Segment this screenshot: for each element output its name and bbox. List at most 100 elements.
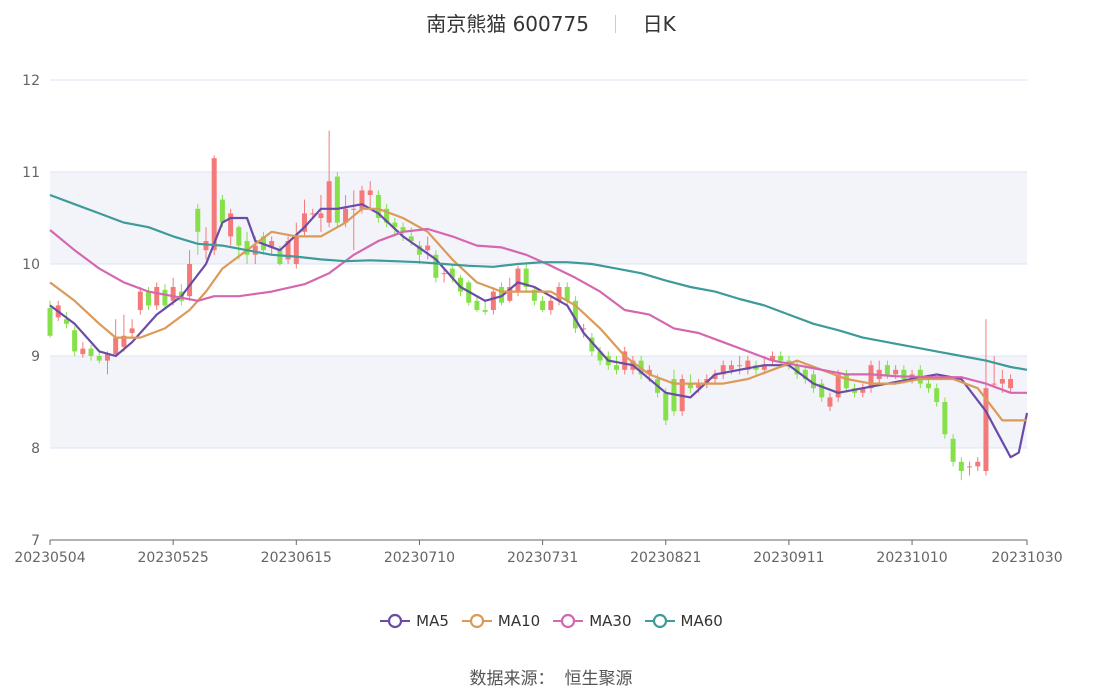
candle-body <box>219 199 225 223</box>
candle-body <box>425 245 431 251</box>
candle-body <box>80 348 86 355</box>
legend-item-ma10[interactable]: MA10 <box>461 612 540 630</box>
candle-body <box>663 392 669 421</box>
candle-body <box>433 254 439 278</box>
candle-body <box>515 268 521 292</box>
candle-body <box>408 236 414 241</box>
candle-body <box>942 402 948 435</box>
candle-body <box>392 222 398 228</box>
legend-marker-icon <box>553 613 584 629</box>
candle-body <box>146 291 152 306</box>
candle-body <box>384 208 390 223</box>
chart-title-period: 日K <box>642 12 676 36</box>
y-tick-label: 7 <box>31 533 40 549</box>
candle-body <box>285 241 291 260</box>
y-tick-label: 9 <box>31 349 40 365</box>
candle-body <box>458 277 464 292</box>
candle-body <box>572 300 578 329</box>
candle-body <box>507 287 513 301</box>
candle-body <box>104 354 110 361</box>
candle-body <box>737 365 743 367</box>
candle-body <box>868 365 874 389</box>
legend-label: MA30 <box>589 612 632 630</box>
candle-body <box>745 360 751 370</box>
x-tick-label: 20230504 <box>14 550 85 566</box>
candle-body <box>96 356 102 361</box>
candle-body <box>523 268 529 287</box>
candle-body <box>137 291 143 310</box>
legend-marker-icon <box>461 613 492 629</box>
candle-body <box>860 388 866 393</box>
candle-body <box>728 365 734 370</box>
legend-item-ma5[interactable]: MA5 <box>379 612 449 630</box>
candle-body <box>999 379 1005 384</box>
candle-body <box>72 330 78 352</box>
candle-body <box>794 365 800 375</box>
candle-body <box>843 374 849 389</box>
series-line-ma60 <box>49 193 1028 371</box>
candle-body <box>778 356 784 361</box>
candle-body <box>63 319 69 324</box>
candle-body <box>720 365 726 375</box>
candle-body <box>490 291 496 310</box>
chart-legend: MA5 MA10 MA30 MA60 <box>0 612 1102 633</box>
candle-body <box>318 213 324 218</box>
legend-item-ma30[interactable]: MA30 <box>552 612 632 630</box>
candle-body <box>154 287 160 306</box>
legend-item-ma60[interactable]: MA60 <box>644 612 723 630</box>
candle-body <box>359 190 365 209</box>
legend-marker-icon <box>380 613 411 629</box>
candle-body <box>203 241 209 251</box>
x-tick-label: 20231030 <box>991 550 1062 566</box>
candle-body <box>893 369 899 375</box>
candle-body <box>975 461 981 467</box>
candle-body <box>540 300 546 310</box>
candle-body <box>113 337 119 355</box>
candle-body <box>277 250 283 264</box>
legend-marker-icon <box>644 613 675 629</box>
candle-body <box>884 365 890 375</box>
candle-body <box>351 208 357 210</box>
candle-body <box>482 310 488 312</box>
title-separator <box>615 15 617 33</box>
candle-body <box>162 289 168 306</box>
candle-body <box>367 190 373 195</box>
chart-title-name: 南京熊猫 600775 <box>426 12 589 36</box>
candle-body <box>950 438 956 462</box>
candle-body <box>646 369 652 375</box>
candle-body <box>589 337 595 352</box>
candle-body <box>326 181 332 223</box>
chart-title: 南京熊猫 600775 日K <box>0 8 1102 37</box>
candle-body <box>564 287 570 301</box>
x-tick-label: 20230615 <box>261 550 332 566</box>
candle-body <box>687 383 693 389</box>
y-tick-label: 12 <box>22 73 40 89</box>
candle-body <box>934 388 940 402</box>
y-tick-label: 11 <box>22 165 40 181</box>
candle-body <box>835 374 841 398</box>
candle-body <box>802 369 808 379</box>
candle-body <box>310 213 316 215</box>
data-source-value: 恒生聚源 <box>564 669 633 689</box>
candle-body <box>129 328 135 333</box>
legend-label: MA60 <box>680 612 723 630</box>
candle-body <box>613 365 619 370</box>
candle-body <box>449 268 455 278</box>
candle-body <box>474 300 480 310</box>
legend-label: MA5 <box>416 612 449 630</box>
candle-body <box>901 369 907 379</box>
series-line-ma10 <box>49 207 1027 422</box>
candle-body <box>712 374 718 379</box>
candle-body <box>195 208 201 232</box>
candle-body <box>441 273 447 275</box>
candle-body <box>597 351 603 361</box>
x-tick-label: 20230821 <box>630 550 701 566</box>
legend-label: MA10 <box>497 612 541 630</box>
candle-body <box>827 397 833 407</box>
candle-body <box>343 208 349 223</box>
kline-chart[interactable]: 7 8 9 10 11 12 20230504 20230525 20230615 2023071… <box>0 0 1102 600</box>
candle-body <box>991 383 997 385</box>
candle-body <box>696 383 702 389</box>
candle-body <box>47 308 53 336</box>
candle-body <box>211 158 217 251</box>
